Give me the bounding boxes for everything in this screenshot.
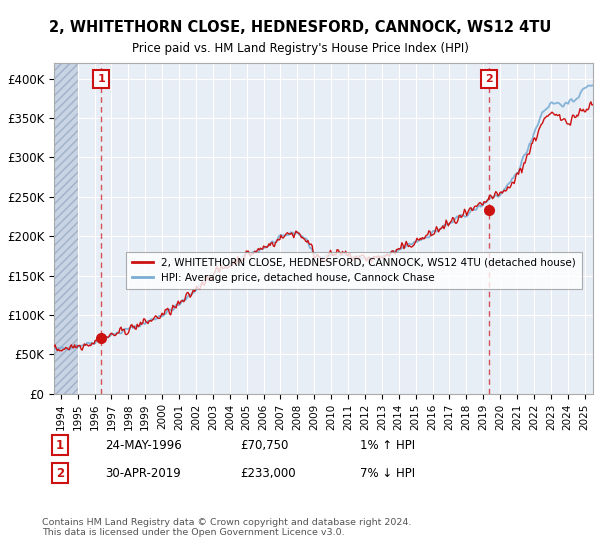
Text: Price paid vs. HM Land Registry's House Price Index (HPI): Price paid vs. HM Land Registry's House …: [131, 42, 469, 55]
Text: 2: 2: [56, 466, 64, 480]
Text: 7% ↓ HPI: 7% ↓ HPI: [360, 466, 415, 480]
Bar: [54, 63, 77, 394]
Text: Contains HM Land Registry data © Crown copyright and database right 2024.
This d: Contains HM Land Registry data © Crown c…: [42, 518, 412, 538]
Text: £233,000: £233,000: [240, 466, 296, 480]
Text: 30-APR-2019: 30-APR-2019: [105, 466, 181, 480]
Text: 2, WHITETHORN CLOSE, HEDNESFORD, CANNOCK, WS12 4TU: 2, WHITETHORN CLOSE, HEDNESFORD, CANNOCK…: [49, 20, 551, 35]
Text: 2: 2: [485, 74, 493, 83]
Text: 1: 1: [56, 438, 64, 452]
Text: £70,750: £70,750: [240, 438, 289, 452]
Legend: 2, WHITETHORN CLOSE, HEDNESFORD, CANNOCK, WS12 4TU (detached house), HPI: Averag: 2, WHITETHORN CLOSE, HEDNESFORD, CANNOCK…: [126, 251, 583, 289]
Text: 1% ↑ HPI: 1% ↑ HPI: [360, 438, 415, 452]
Text: 1: 1: [97, 74, 105, 83]
Text: 24-MAY-1996: 24-MAY-1996: [105, 438, 182, 452]
